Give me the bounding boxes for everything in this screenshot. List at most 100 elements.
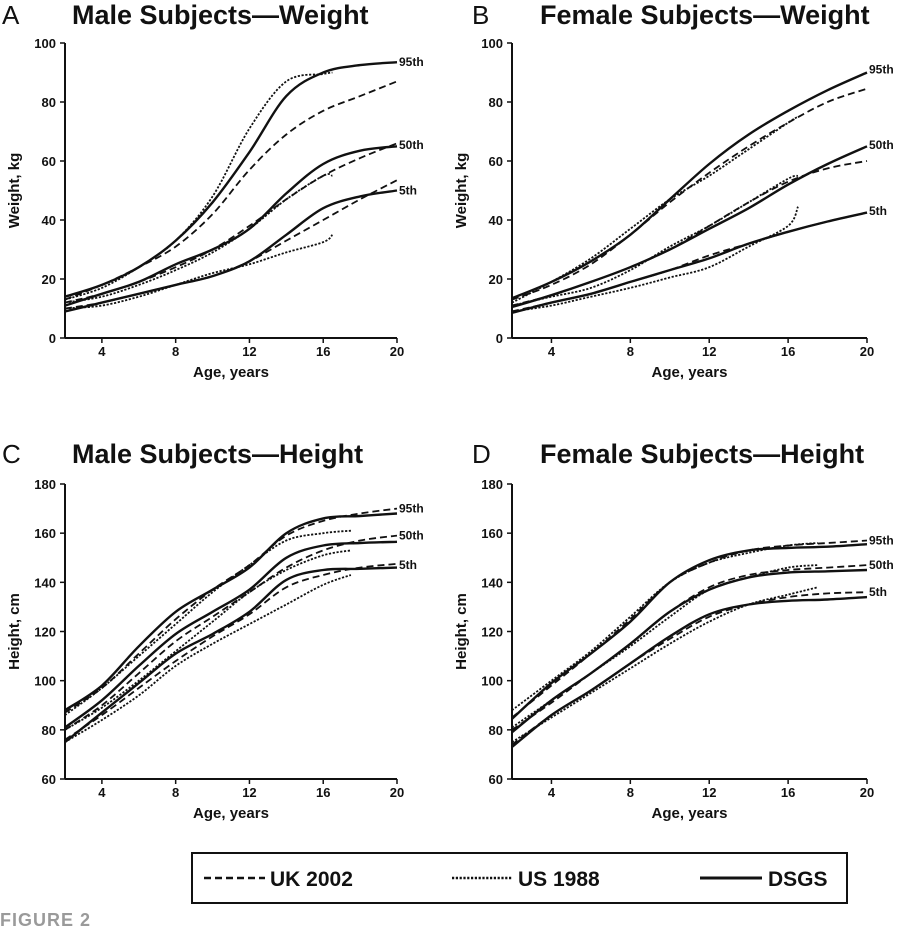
- legend-dsgs-label: DSGS: [768, 868, 828, 891]
- percentile-label: 5th: [869, 204, 887, 218]
- x-tick-label: 16: [316, 785, 330, 800]
- y-tick-label: 0: [49, 331, 56, 346]
- y-tick-label: 120: [34, 625, 56, 640]
- series-line-us-1988-95th: [64, 529, 351, 716]
- series-line-dsgs-50th: [64, 540, 398, 729]
- series-line-us-1988-50th: [511, 564, 818, 729]
- x-tick-label: 4: [548, 344, 556, 359]
- percentile-label: 50th: [869, 138, 894, 152]
- series-line-dsgs-95th: [64, 61, 398, 298]
- chart-title: Male Subjects—Height: [72, 439, 363, 469]
- y-tick-label: 180: [34, 477, 56, 492]
- series-line-us-1988-5th: [511, 586, 818, 743]
- chart-title: Male Subjects—Weight: [72, 0, 369, 30]
- y-tick-label: 80: [489, 723, 503, 738]
- x-tick-label: 4: [98, 344, 106, 359]
- x-axis-title: Age, years: [193, 805, 269, 822]
- x-tick-label: 8: [172, 785, 179, 800]
- series-line-uk-2002-95th: [511, 87, 868, 301]
- legend-uk-label: UK 2002: [270, 868, 353, 891]
- x-tick-label: 20: [390, 785, 404, 800]
- y-tick-label: 100: [481, 36, 503, 51]
- series-line-dsgs-5th: [64, 566, 398, 744]
- chart-title: Female Subjects—Height: [540, 439, 864, 469]
- series-line-us-1988-50th: [64, 549, 352, 731]
- x-tick-label: 8: [172, 344, 179, 359]
- percentile-label: 50th: [869, 558, 894, 572]
- y-tick-label: 20: [42, 272, 56, 287]
- y-tick-label: 180: [481, 477, 503, 492]
- series-line-us-1988-5th: [64, 234, 334, 310]
- y-tick-label: 140: [481, 575, 503, 590]
- x-tick-label: 12: [242, 785, 256, 800]
- series-line-uk-2002-95th: [64, 80, 398, 301]
- series-line-uk-2002-50th: [64, 534, 398, 731]
- x-axis-title: Age, years: [193, 364, 269, 381]
- figure-label: FIGURE 2: [0, 910, 91, 928]
- panel-d: D Female Subjects—Height 60 80 100 120 140 160 1…: [453, 439, 894, 822]
- series-line-uk-2002-50th: [64, 142, 398, 304]
- panel-letter: A: [2, 0, 20, 30]
- x-tick-label: 20: [860, 785, 874, 800]
- series-line-dsgs-50th: [511, 145, 868, 309]
- x-tick-label: 4: [98, 785, 106, 800]
- series-line-uk-2002-5th: [511, 211, 868, 313]
- series-line-dsgs-50th: [511, 568, 868, 734]
- panel-a: A Male Subjects—Weight 0 20 40 60 80 100 4 8 12 16 2…: [2, 0, 424, 381]
- series-line-us-1988-5th: [511, 206, 799, 313]
- x-tick-label: 16: [316, 344, 330, 359]
- y-tick-label: 60: [42, 154, 56, 169]
- y-tick-label: 80: [42, 95, 56, 110]
- series-line-uk-2002-5th: [64, 563, 398, 741]
- y-axis-title: Weight, kg: [6, 153, 23, 229]
- y-tick-label: 100: [34, 36, 56, 51]
- y-tick-label: 60: [42, 772, 56, 787]
- y-axis-title: Weight, kg: [453, 153, 470, 229]
- series-line-uk-2002-50th: [511, 160, 868, 307]
- y-tick-label: 160: [34, 526, 56, 541]
- y-tick-label: 40: [42, 213, 56, 228]
- percentile-label: 5th: [399, 184, 417, 198]
- series-line-us-1988-5th: [64, 574, 352, 743]
- legend-us-label: US 1988: [518, 868, 600, 891]
- y-tick-label: 0: [496, 331, 503, 346]
- series-line-dsgs-5th: [511, 211, 868, 315]
- x-tick-label: 16: [781, 344, 795, 359]
- panel-letter: C: [2, 439, 21, 469]
- series-line-us-1988-95th: [64, 71, 333, 301]
- chart-title: Female Subjects—Weight: [540, 0, 870, 30]
- panel-c: C Male Subjects—Height 60 80 100 120 140 160 180…: [2, 439, 424, 822]
- y-tick-label: 120: [481, 625, 503, 640]
- percentile-label: 95th: [399, 502, 424, 516]
- x-tick-label: 8: [627, 344, 634, 359]
- x-tick-label: 12: [702, 785, 716, 800]
- x-tick-label: 16: [781, 785, 795, 800]
- y-tick-label: 100: [34, 674, 56, 689]
- x-tick-label: 12: [242, 344, 256, 359]
- y-tick-label: 60: [489, 154, 503, 169]
- y-tick-label: 140: [34, 575, 56, 590]
- y-tick-label: 160: [481, 526, 503, 541]
- percentile-label: 95th: [869, 534, 894, 548]
- x-axis-title: Age, years: [652, 805, 728, 822]
- percentile-label: 50th: [399, 529, 424, 543]
- percentile-label: 95th: [869, 63, 894, 77]
- x-tick-label: 20: [860, 344, 874, 359]
- y-tick-label: 60: [489, 772, 503, 787]
- x-axis-title: Age, years: [652, 364, 728, 381]
- y-tick-label: 100: [481, 674, 503, 689]
- percentile-label: 5th: [869, 585, 887, 599]
- percentile-label: 95th: [399, 55, 424, 69]
- y-tick-label: 80: [489, 95, 503, 110]
- panel-letter: B: [472, 0, 489, 30]
- y-axis-title: Height, cm: [453, 593, 470, 670]
- y-tick-label: 20: [489, 272, 503, 287]
- series-line-uk-2002-50th: [511, 564, 868, 731]
- panel-b: B Female Subjects—Weight 0 20 40 60 80 100 4 8 12 1…: [453, 0, 894, 381]
- x-tick-label: 20: [390, 344, 404, 359]
- y-tick-label: 80: [42, 723, 56, 738]
- y-tick-label: 40: [489, 213, 503, 228]
- percentile-label: 5th: [399, 558, 417, 572]
- y-axis-title: Height, cm: [6, 593, 23, 670]
